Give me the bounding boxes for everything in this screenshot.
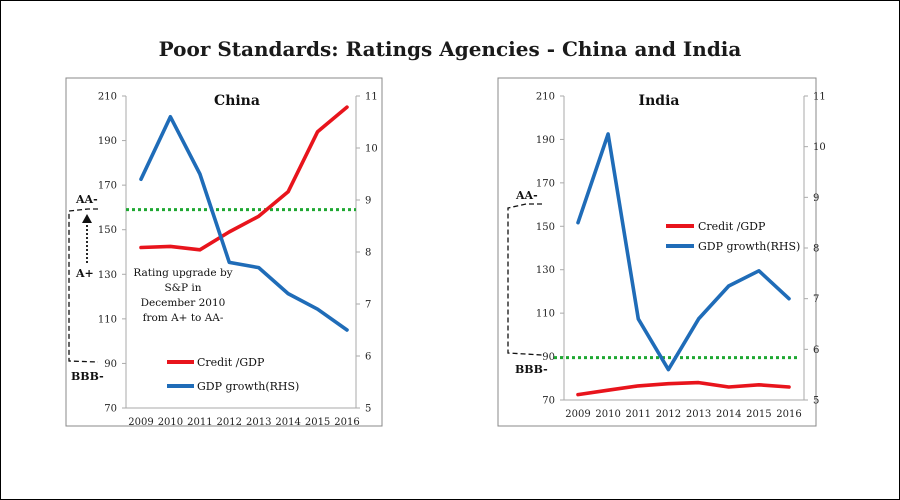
india-x-tick-label: 2010 bbox=[595, 409, 620, 420]
china-x-tick-label: 2009 bbox=[128, 417, 153, 428]
china-left-tick-label: 110 bbox=[98, 314, 117, 325]
china-rating-bbb-minus: BBB- bbox=[71, 370, 104, 383]
india-right-tick-label: 11 bbox=[813, 92, 826, 103]
india-x-tick-label: 2013 bbox=[686, 409, 711, 420]
india-left-tick-label: 130 bbox=[536, 265, 555, 276]
china-legend-gdp-label: GDP growth(RHS) bbox=[197, 380, 299, 393]
india-right-tick-label: 10 bbox=[813, 142, 826, 153]
china-right-tick-label: 7 bbox=[365, 300, 371, 311]
india-left-tick-label: 190 bbox=[536, 135, 555, 146]
china-credit-line bbox=[139, 105, 349, 252]
india-left-ticks: 70 90 110 130 150 170 190 210 bbox=[536, 92, 564, 407]
india-rating-bbb-minus: BBB- bbox=[515, 363, 548, 376]
china-left-tick-label: 90 bbox=[104, 359, 117, 370]
india-legend-gdp-label: GDP growth(RHS) bbox=[698, 240, 800, 253]
china-bracket-line bbox=[68, 208, 99, 363]
china-x-tick-label: 2012 bbox=[217, 417, 242, 428]
china-x-tick-label: 2014 bbox=[275, 417, 300, 428]
india-left-tick-label: 70 bbox=[542, 396, 555, 407]
china-annotation-line-2: S&P in bbox=[164, 282, 201, 294]
india-x-tick-label: 2012 bbox=[656, 409, 681, 420]
china-x-ticks: 2009 2010 2011 2012 2013 2014 2015 2016 bbox=[128, 417, 359, 428]
india-x-ticks: 2009 2010 2011 2012 2013 2014 2015 2016 bbox=[565, 409, 801, 420]
india-x-tick-label: 2014 bbox=[716, 409, 741, 420]
china-rating-a-plus: A+ bbox=[75, 267, 94, 280]
india-right-tick-label: 6 bbox=[813, 345, 819, 356]
india-gdp-line bbox=[576, 132, 791, 372]
india-legend: Credit /GDP GDP growth(RHS) bbox=[666, 220, 800, 253]
china-legend-credit-label: Credit /GDP bbox=[197, 356, 265, 369]
india-right-tick-label: 8 bbox=[813, 244, 819, 255]
india-bracket-line bbox=[507, 203, 543, 356]
china-right-tick-label: 8 bbox=[365, 248, 371, 259]
india-rating-aa-minus: AA- bbox=[515, 189, 538, 202]
india-x-tick-label: 2011 bbox=[626, 409, 651, 420]
china-left-tick-label: 190 bbox=[98, 136, 117, 147]
china-rating-bracket: AA- A+ BBB- bbox=[68, 193, 104, 383]
india-right-tick-label: 7 bbox=[813, 294, 819, 305]
china-left-tick-label: 150 bbox=[98, 225, 117, 236]
india-right-tick-label: 9 bbox=[813, 193, 819, 204]
india-left-tick-label: 170 bbox=[536, 178, 555, 189]
china-right-tick-label: 5 bbox=[365, 404, 371, 415]
india-x-tick-label: 2016 bbox=[776, 409, 801, 420]
china-annotation-line-3: December 2010 bbox=[141, 297, 226, 309]
india-legend-credit-label: Credit /GDP bbox=[698, 220, 766, 233]
india-chart-title: India bbox=[639, 93, 680, 109]
china-right-ticks: 5 6 7 8 9 10 11 bbox=[356, 92, 378, 415]
page-title: Poor Standards: Ratings Agencies - China… bbox=[158, 37, 742, 61]
india-credit-line bbox=[576, 380, 791, 397]
china-left-tick-label: 210 bbox=[98, 92, 117, 103]
china-annotation: Rating upgrade by S&P in December 2010 f… bbox=[133, 267, 232, 324]
india-left-tick-label: 150 bbox=[536, 222, 555, 233]
china-chart-title: China bbox=[214, 93, 260, 109]
china-x-tick-label: 2015 bbox=[305, 417, 330, 428]
india-rating-bracket: AA- BBB- bbox=[507, 189, 548, 376]
china-gdp-line bbox=[139, 115, 349, 332]
china-series bbox=[139, 105, 349, 332]
india-right-ticks: 5 6 7 8 9 10 11 bbox=[804, 92, 826, 407]
india-right-tick-label: 5 bbox=[813, 396, 819, 407]
china-right-tick-label: 9 bbox=[365, 196, 371, 207]
china-left-ticks: 70 90 110 130 150 170 190 210 bbox=[98, 92, 126, 415]
china-x-tick-label: 2011 bbox=[187, 417, 212, 428]
china-x-tick-label: 2016 bbox=[334, 417, 359, 428]
china-right-tick-label: 10 bbox=[365, 144, 378, 155]
china-legend: Credit /GDP GDP growth(RHS) bbox=[167, 356, 299, 393]
china-x-tick-label: 2013 bbox=[246, 417, 271, 428]
china-upgrade-arrowhead bbox=[82, 214, 92, 223]
india-left-tick-label: 210 bbox=[536, 92, 555, 103]
china-chart-frame bbox=[65, 77, 383, 427]
china-right-tick-label: 6 bbox=[365, 352, 371, 363]
china-annotation-line-4: from A+ to AA- bbox=[143, 312, 224, 324]
india-x-tick-label: 2009 bbox=[565, 409, 590, 420]
china-x-tick-label: 2010 bbox=[158, 417, 183, 428]
china-right-tick-label: 11 bbox=[365, 92, 378, 103]
china-left-tick-label: 70 bbox=[104, 404, 117, 415]
china-left-tick-label: 170 bbox=[98, 181, 117, 192]
china-annotation-line-1: Rating upgrade by bbox=[133, 267, 232, 279]
india-left-tick-label: 110 bbox=[536, 309, 555, 320]
china-rating-aa-minus: AA- bbox=[75, 193, 98, 206]
india-x-tick-label: 2015 bbox=[746, 409, 771, 420]
india-left-tick-label: 90 bbox=[542, 352, 555, 363]
india-chart-frame bbox=[497, 77, 817, 427]
china-left-tick-label: 130 bbox=[98, 270, 117, 281]
india-series bbox=[576, 132, 791, 397]
